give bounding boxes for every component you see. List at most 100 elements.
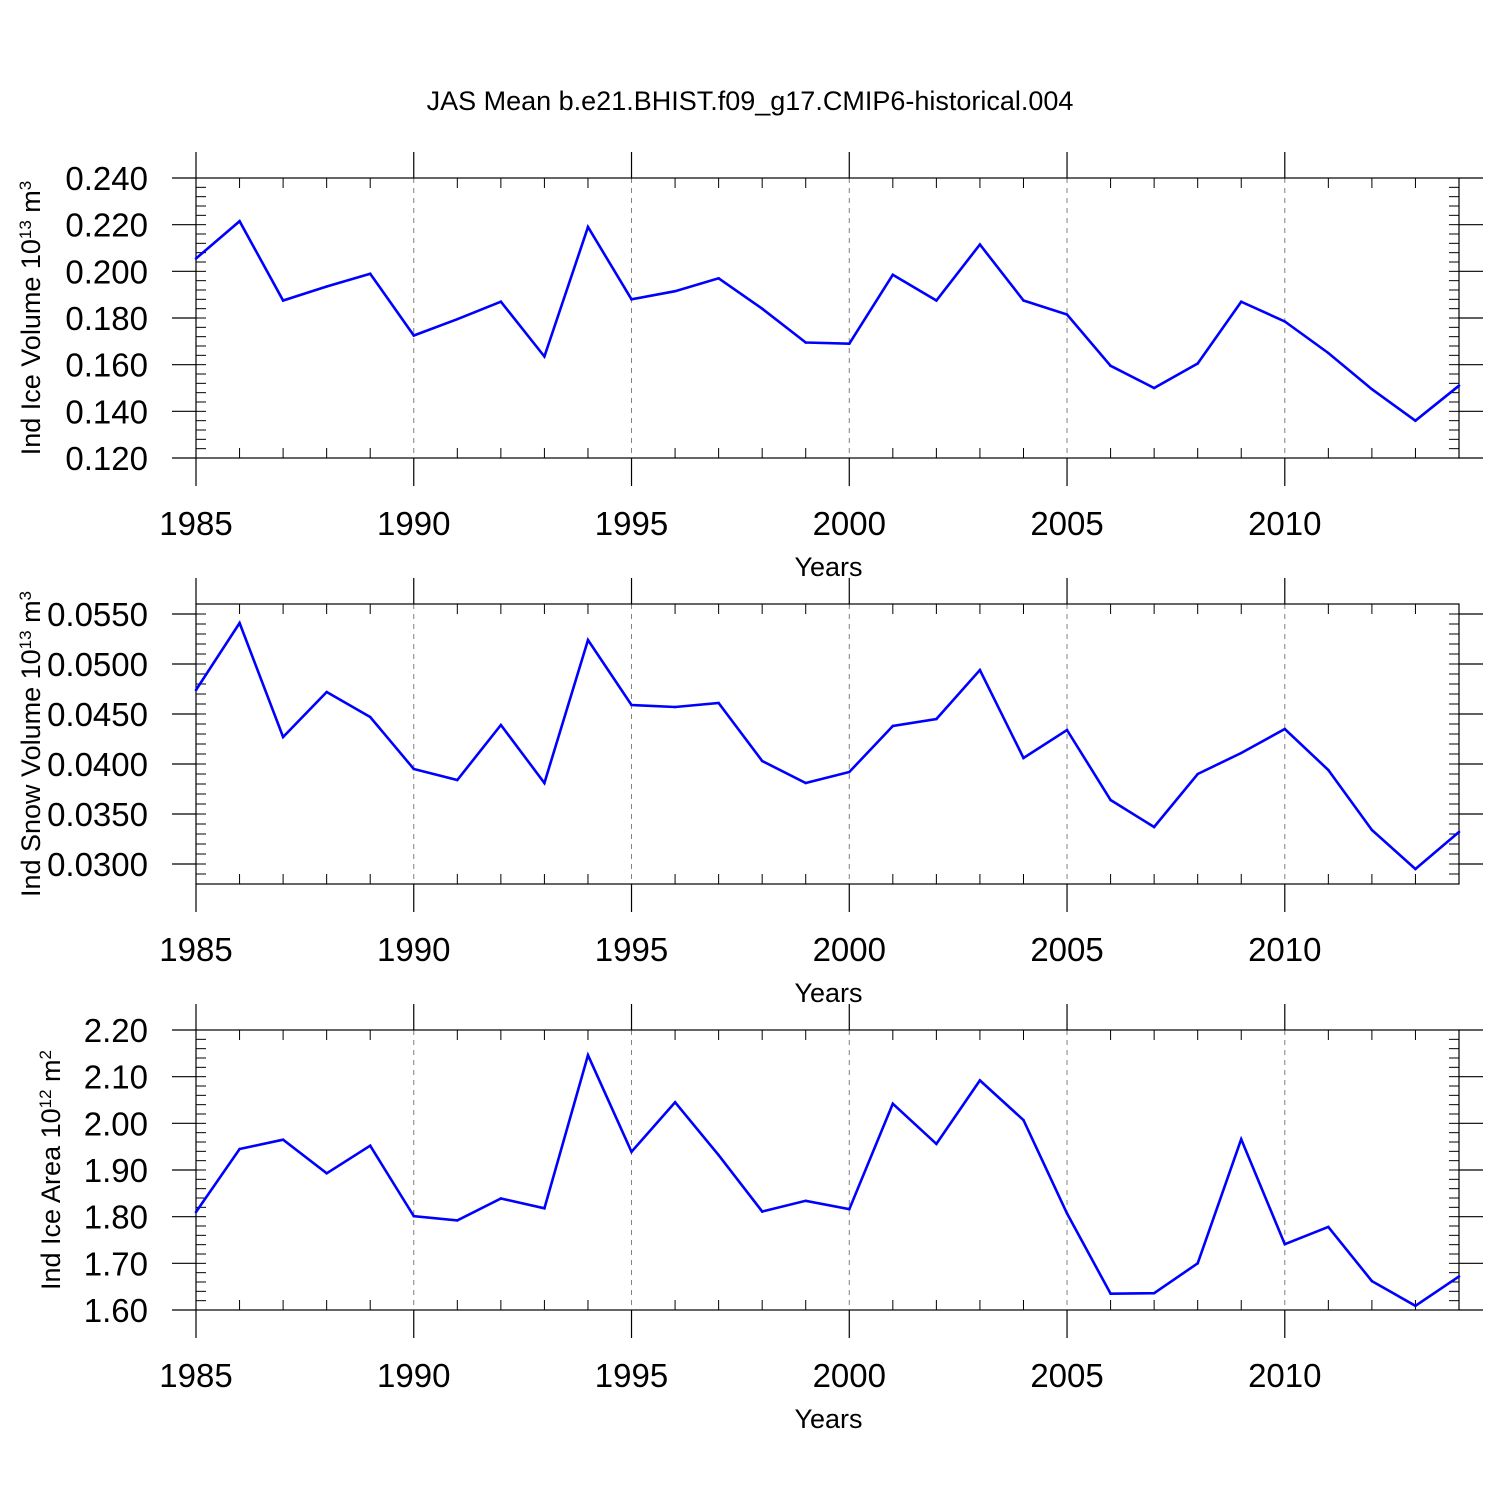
data-point — [630, 703, 633, 707]
data-point — [717, 1153, 720, 1157]
y-tick-label: 0.120 — [65, 440, 148, 477]
y-axis-label: Ind Ice Area 1012 m2 — [36, 1050, 66, 1290]
data-point — [412, 1214, 416, 1218]
data-point — [1152, 386, 1156, 390]
data-point — [717, 701, 720, 705]
x-axis-label: Years — [794, 552, 862, 582]
data-point — [499, 300, 503, 303]
data-point — [412, 334, 416, 337]
data-point — [1239, 751, 1243, 755]
data-point — [1196, 362, 1199, 365]
data-point — [1065, 728, 1069, 732]
y-tick-label: 0.0400 — [47, 746, 148, 783]
y-tick-label: 1.90 — [84, 1152, 148, 1189]
data-point — [1065, 1212, 1069, 1215]
data-point — [630, 1150, 633, 1154]
data-point — [1414, 419, 1417, 422]
data-point — [935, 299, 938, 302]
data-point — [630, 298, 633, 301]
data-point — [1283, 1242, 1287, 1246]
data-point — [1370, 828, 1374, 832]
x-tick-label: 1995 — [595, 505, 668, 542]
data-point — [978, 243, 982, 246]
data-point — [1283, 320, 1287, 323]
x-tick-label: 2000 — [813, 931, 886, 968]
panel-3: 1985 1990 1995 2000 2005 2010 Years 1.60 1.70 1.8… — [36, 1004, 1483, 1434]
data-point — [935, 717, 938, 721]
data-point — [804, 781, 808, 785]
y-tick-label: 0.240 — [65, 160, 148, 197]
y-tick-label: 0.0350 — [47, 796, 148, 833]
data-point — [1109, 1292, 1112, 1295]
data-point — [1239, 300, 1243, 303]
data-point — [1327, 1225, 1330, 1229]
data-point — [717, 277, 720, 280]
x-tick-label: 1985 — [159, 931, 232, 968]
series-line — [195, 219, 1460, 423]
x-axis-label: Years — [794, 978, 862, 1008]
data-point — [1327, 768, 1330, 772]
data-point — [891, 273, 895, 277]
data-point — [325, 1171, 328, 1175]
y-axis-label: Ind Ice Volume 1013 m3 — [16, 181, 46, 456]
data-point — [194, 1210, 198, 1214]
data-point — [1414, 1304, 1417, 1308]
data-point — [194, 257, 198, 260]
x-tick-label: 1985 — [159, 1357, 232, 1394]
data-point — [1109, 364, 1112, 368]
data-point — [325, 285, 328, 288]
data-point — [1065, 313, 1069, 316]
y-tick-label: 0.0450 — [47, 696, 148, 733]
x-tick-label: 2010 — [1248, 1357, 1321, 1394]
data-point — [1196, 772, 1199, 776]
data-point — [281, 1138, 285, 1141]
data-point — [543, 1206, 546, 1210]
y-tick-label: 0.200 — [65, 253, 148, 290]
plot-frame — [195, 603, 1460, 885]
data-point — [847, 770, 851, 774]
data-point — [1239, 1137, 1243, 1141]
x-tick-label: 1995 — [595, 931, 668, 968]
x-tick-label: 2010 — [1248, 505, 1321, 542]
data-point — [543, 781, 546, 785]
data-point — [238, 1147, 241, 1151]
data-point — [325, 690, 328, 694]
data-point — [1283, 727, 1287, 731]
data-point — [281, 299, 285, 302]
data-point — [1457, 1275, 1461, 1278]
y-tick-label: 0.0300 — [47, 846, 148, 883]
y-tick-label: 0.220 — [65, 207, 148, 244]
data-point — [456, 317, 459, 321]
data-point — [499, 723, 503, 727]
panel-1: 1985 1990 1995 2000 2005 2010 Years 0.120 0.140 0… — [16, 152, 1483, 582]
data-point — [1022, 299, 1025, 302]
y-tick-label: 0.180 — [65, 300, 148, 337]
x-tick-label: 1990 — [377, 1357, 450, 1394]
x-tick-label: 2000 — [813, 505, 886, 542]
data-point — [499, 1197, 503, 1200]
data-point — [1457, 830, 1461, 834]
data-point — [368, 272, 372, 275]
series-line — [194, 620, 1460, 871]
data-point — [368, 715, 372, 719]
data-point — [1109, 798, 1112, 802]
x-tick-label: 1990 — [377, 931, 450, 968]
data-point — [978, 1079, 982, 1082]
data-point — [891, 1102, 895, 1106]
data-point — [804, 1199, 808, 1203]
data-point — [760, 1210, 764, 1213]
y-tick-label: 0.140 — [65, 393, 148, 430]
y-tick-label: 0.160 — [65, 347, 148, 384]
data-point — [586, 638, 590, 642]
y-tick-label: 0.0500 — [47, 646, 148, 683]
data-point — [847, 342, 851, 345]
data-point — [978, 668, 982, 672]
data-point — [543, 355, 546, 358]
data-point — [1152, 1291, 1156, 1295]
x-tick-label: 2005 — [1030, 931, 1103, 968]
x-tick-label: 2005 — [1030, 505, 1103, 542]
plot-frame — [195, 177, 1460, 459]
x-axis-label: Years — [794, 1404, 862, 1434]
y-tick-label: 2.10 — [84, 1059, 148, 1096]
